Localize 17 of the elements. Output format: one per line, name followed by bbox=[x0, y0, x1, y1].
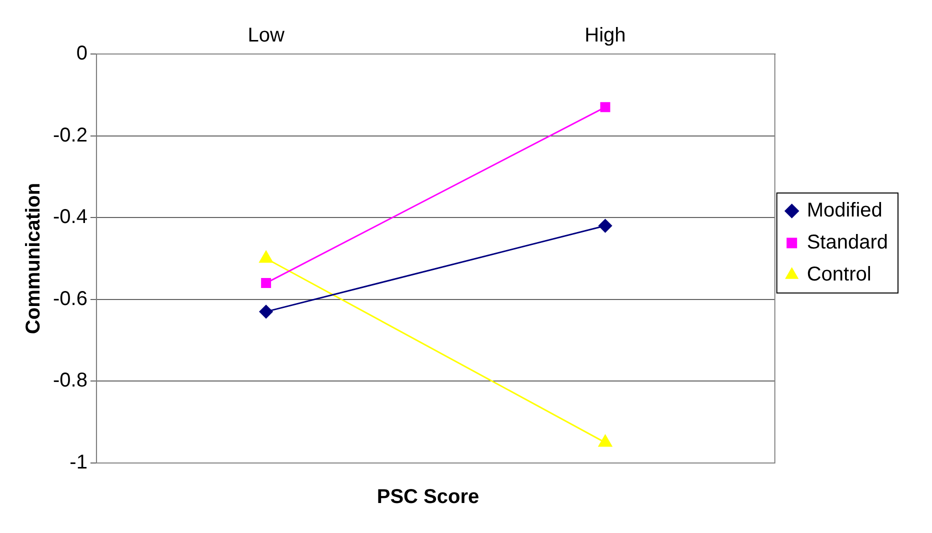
y-tick-label: -0.4 bbox=[52, 206, 88, 228]
y-tick-label: -0.6 bbox=[52, 288, 88, 310]
point bbox=[598, 219, 612, 233]
legend-label: Modified bbox=[806, 200, 882, 222]
legend-label: Standard bbox=[806, 232, 888, 254]
x-axis-title: PSC Score bbox=[376, 486, 480, 509]
point bbox=[261, 278, 272, 288]
point bbox=[600, 102, 610, 112]
y-tick-label: -0.8 bbox=[52, 370, 88, 392]
y-tick-label: -1 bbox=[70, 452, 88, 474]
y-axis-title: Communication bbox=[22, 182, 45, 334]
x-tick-label: High bbox=[584, 24, 626, 47]
legend-label: Control bbox=[806, 264, 872, 286]
y-tick-label: -0.2 bbox=[52, 124, 88, 146]
y-tick-label: 0 bbox=[76, 42, 88, 65]
point bbox=[259, 304, 273, 318]
x-tick-label: Low bbox=[248, 24, 285, 47]
